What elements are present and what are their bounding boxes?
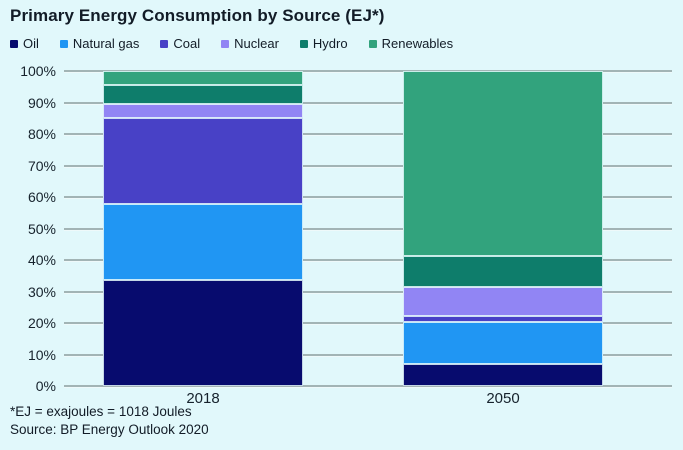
bar-segment-2050-oil	[403, 363, 603, 386]
y-axis-tick-label: 0%	[35, 378, 56, 394]
footnote-ej: *EJ = exajoules = 1018 Joules	[10, 404, 192, 419]
legend-label: Natural gas	[72, 36, 140, 51]
gridline-50%	[64, 227, 672, 231]
chart-legend: Oil Natural gas Coal Nuclear Hydro Renewables	[10, 36, 453, 51]
bar-segment-2050-renewables	[403, 71, 603, 256]
legend-label: Coal	[173, 36, 201, 51]
x-axis-label-2050: 2050	[486, 390, 520, 407]
nuclear-swatch-icon	[221, 39, 230, 48]
bar-segment-2050-natural-gas	[403, 322, 603, 364]
natural-gas-swatch-icon	[59, 39, 68, 48]
legend-item-oil: Oil	[10, 36, 39, 51]
chart-title: Primary Energy Consumption by Source (EJ…	[10, 6, 385, 25]
gridline-100%	[64, 70, 672, 73]
gridline-90%	[64, 101, 672, 105]
y-axis-tick-label: 60%	[27, 189, 56, 205]
legend-label: Oil	[23, 36, 39, 51]
footnotes: *EJ = exajoules = 1018 Joules Source: BP…	[10, 403, 209, 439]
bar-segment-2050-hydro	[403, 255, 603, 288]
coal-swatch-icon	[160, 39, 169, 48]
bar-segment-2018-hydro	[103, 84, 303, 105]
y-axis-tick-label: 30%	[27, 283, 56, 300]
y-axis-tick-label: 70%	[27, 157, 56, 174]
bar-segment-2050-coal	[403, 315, 603, 323]
gridline-70%	[64, 164, 672, 168]
oil-swatch-icon	[10, 39, 18, 48]
y-axis-tick-label: 50%	[27, 220, 56, 237]
legend-item-coal: Coal	[160, 36, 200, 51]
gridline-40%	[64, 259, 672, 262]
legend-label: Nuclear	[234, 36, 279, 51]
y-axis-tick-label: 40%	[27, 252, 56, 268]
legend-item-renewables: Renewables	[368, 36, 454, 51]
bar-segment-2018-natural-gas	[103, 204, 303, 281]
gridline-30%	[64, 290, 672, 294]
hydro-swatch-icon	[299, 39, 308, 48]
y-axis-tick-label: 80%	[27, 126, 56, 142]
legend-item-nuclear: Nuclear	[221, 36, 279, 51]
renewables-swatch-icon	[368, 39, 377, 48]
bar-segment-2018-nuclear	[103, 104, 303, 119]
y-axis-tick-label: 90%	[27, 94, 56, 111]
legend-label: Renewables	[381, 36, 454, 51]
gridline-0%	[64, 385, 672, 388]
y-axis-tick-label: 10%	[27, 346, 56, 363]
gridline-60%	[64, 196, 672, 199]
bar-segment-2018-coal	[103, 118, 303, 205]
gridline-80%	[64, 133, 672, 136]
legend-item-natural-gas: Natural gas	[59, 36, 140, 51]
bar-segment-2050-nuclear	[403, 287, 603, 316]
bar-segment-2018-oil	[103, 280, 303, 386]
gridline-10%	[64, 353, 672, 357]
legend-label: Hydro	[312, 36, 348, 51]
footnote-source: Source: BP Energy Outlook 2020	[10, 422, 209, 437]
x-axis-label-2018: 2018	[186, 390, 220, 407]
y-axis-tick-label: 100%	[20, 63, 56, 79]
legend-item-hydro: Hydro	[299, 36, 348, 51]
y-axis-tick-label: 20%	[27, 315, 56, 331]
gridline-20%	[64, 322, 672, 325]
bar-segment-2018-renewables	[103, 71, 303, 85]
